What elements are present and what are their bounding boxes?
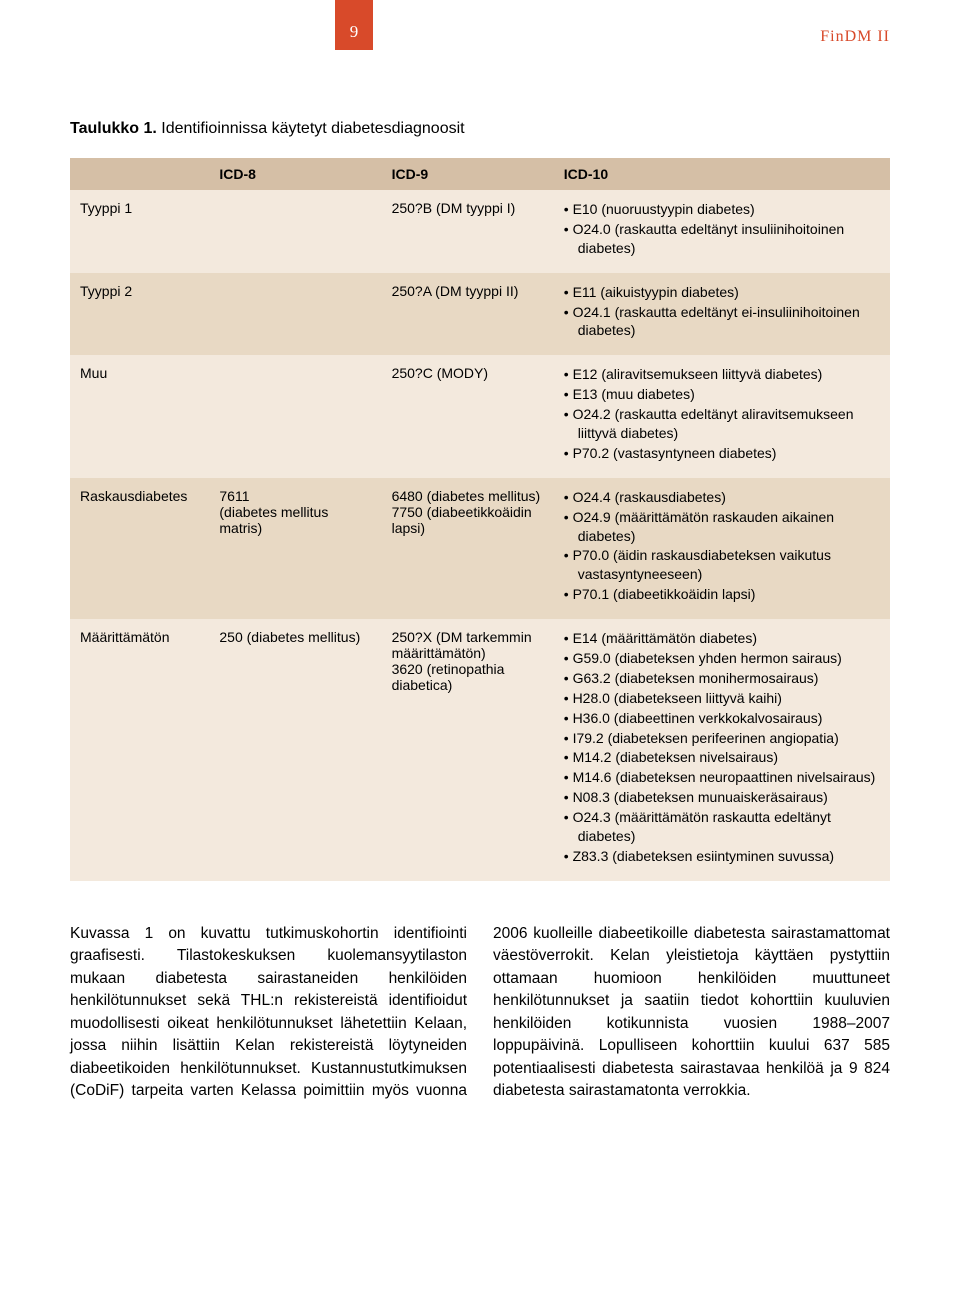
document-label: FinDM II: [820, 28, 890, 46]
list-item: G59.0 (diabeteksen yhden hermon sairaus): [564, 649, 880, 668]
cell-icd10: O24.4 (raskausdiabetes)O24.9 (määrittämä…: [554, 478, 890, 619]
table-row: Tyyppi 2250?A (DM tyyppi II)E11 (aikuist…: [70, 273, 890, 356]
list-item: M14.6 (diabeteksen neuropaattinen nivels…: [564, 768, 880, 787]
table-header: ICD-9: [382, 158, 554, 190]
list-item: E13 (muu diabetes): [564, 385, 880, 404]
list-item: P70.2 (vastasyntyneen diabetes): [564, 444, 880, 463]
cell-icd8: [209, 190, 381, 273]
cell-type: Tyyppi 2: [70, 273, 209, 356]
list-item: O24.2 (raskautta edeltänyt aliravitsemuk…: [564, 405, 880, 443]
list-item: M14.2 (diabeteksen nivelsairaus): [564, 748, 880, 767]
list-item: O24.4 (raskausdiabetes): [564, 488, 880, 507]
caption-text: Identifioinnissa käytetyt diabetesdiagno…: [157, 120, 465, 137]
table-row: Raskausdiabetes7611 (diabetes mellitus m…: [70, 478, 890, 619]
cell-icd9: 250?A (DM tyyppi II): [382, 273, 554, 356]
list-item: P70.0 (äidin raskausdiabeteksen vaikutus…: [564, 546, 880, 584]
list-item: E14 (määrittämätön diabetes): [564, 629, 880, 648]
list-item: E10 (nuoruustyypin diabetes): [564, 200, 880, 219]
list-item: E11 (aikuistyypin diabetes): [564, 283, 880, 302]
table-header: ICD-10: [554, 158, 890, 190]
list-item: E12 (aliravitsemukseen liittyvä diabetes…: [564, 365, 880, 384]
page-content: Taulukko 1. Identifioinnissa käytetyt di…: [0, 80, 960, 1143]
cell-icd10: E14 (määrittämätön diabetes)G59.0 (diabe…: [554, 619, 890, 881]
list-item: O24.1 (raskautta edeltänyt ei-insuliinih…: [564, 303, 880, 341]
cell-icd8: [209, 273, 381, 356]
caption-number: Taulukko 1.: [70, 120, 157, 137]
body-paragraph: Kuvassa 1 on kuvattu tutkimuskohortin id…: [70, 923, 890, 1103]
table-header: ICD-8: [209, 158, 381, 190]
list-item: Z83.3 (diabeteksen esiintyminen suvussa): [564, 847, 880, 866]
cell-type: Raskausdiabetes: [70, 478, 209, 619]
cell-type: Muu: [70, 355, 209, 477]
cell-icd10: E11 (aikuistyypin diabetes)O24.1 (raskau…: [554, 273, 890, 356]
cell-type: Tyyppi 1: [70, 190, 209, 273]
table-row: Määrittämätön250 (diabetes mellitus)250?…: [70, 619, 890, 881]
cell-icd9: 6480 (diabetes mellitus) 7750 (diabeetik…: [382, 478, 554, 619]
list-item: I79.2 (diabeteksen perifeerinen angiopat…: [564, 729, 880, 748]
list-item: H28.0 (diabetekseen liittyvä kaihi): [564, 689, 880, 708]
cell-icd10: E12 (aliravitsemukseen liittyvä diabetes…: [554, 355, 890, 477]
table-caption: Taulukko 1. Identifioinnissa käytetyt di…: [70, 120, 890, 138]
cell-icd9: 250?C (MODY): [382, 355, 554, 477]
page-header: 9 FinDM II: [0, 0, 960, 80]
cell-icd8: 250 (diabetes mellitus): [209, 619, 381, 881]
list-item: P70.1 (diabeetikkoäidin lapsi): [564, 585, 880, 604]
table-row: Muu 250?C (MODY) E12 (aliravitsemukseen li…: [70, 355, 890, 477]
list-item: O24.3 (määrittämätön raskautta edeltänyt…: [564, 808, 880, 846]
cell-icd10: E10 (nuoruustyypin diabetes)O24.0 (raska…: [554, 190, 890, 273]
list-item: H36.0 (diabeettinen verkkokalvosairaus): [564, 709, 880, 728]
list-item: O24.9 (määrittämätön raskauden aikainen …: [564, 508, 880, 546]
cell-icd9: 250?X (DM tarkemmin määrittämätön) 3620 …: [382, 619, 554, 881]
cell-icd8: [209, 355, 381, 477]
table-header: [70, 158, 209, 190]
diagnosis-table: ICD-8 ICD-9 ICD-10 Tyyppi 1 250?B (DM tyy…: [70, 158, 890, 881]
list-item: O24.0 (raskautta edeltänyt insuliinihoit…: [564, 220, 880, 258]
cell-icd9: 250?B (DM tyyppi I): [382, 190, 554, 273]
cell-icd8: 7611 (diabetes mellitus matris): [209, 478, 381, 619]
table-row: Tyyppi 1250?B (DM tyyppi I)E10 (nuoruust…: [70, 190, 890, 273]
list-item: N08.3 (diabeteksen munuaiskeräsairaus): [564, 788, 880, 807]
list-item: G63.2 (diabeteksen monihermosairaus): [564, 669, 880, 688]
cell-type: Määrittämätön: [70, 619, 209, 881]
page-number: 9: [335, 0, 373, 50]
